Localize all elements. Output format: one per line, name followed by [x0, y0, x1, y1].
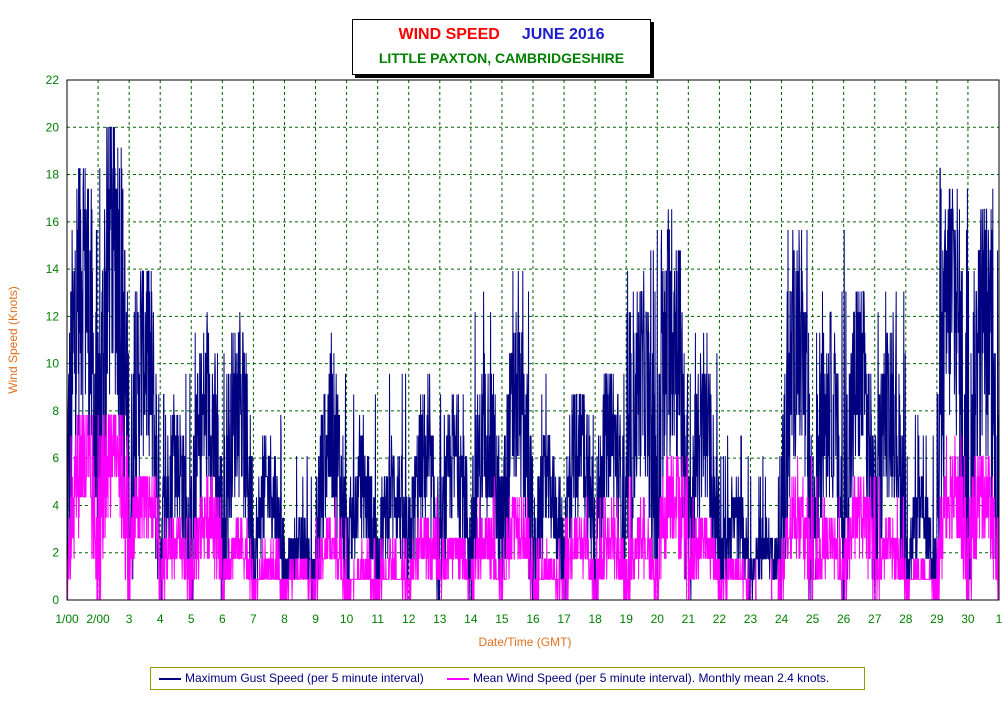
x-tick-label: 27	[868, 612, 882, 626]
x-tick-label: 28	[899, 612, 913, 626]
x-tick-label: 29	[930, 612, 944, 626]
legend: Maximum Gust Speed (per 5 minute interva…	[150, 667, 865, 690]
title-wind-speed: WIND SPEED	[398, 26, 500, 43]
y-tick-label: 8	[52, 404, 59, 418]
x-tick-label: 19	[620, 612, 634, 626]
title-month: JUNE 2016	[521, 26, 605, 43]
x-tick-label: 3	[126, 612, 133, 626]
x-tick-label: 1	[996, 612, 1003, 626]
x-tick-label: 26	[837, 612, 851, 626]
y-axis-label: Wind Speed (Knots)	[6, 286, 20, 394]
legend-gust-swatch	[159, 678, 181, 680]
x-tick-label: 14	[464, 612, 478, 626]
legend-mean-swatch	[447, 678, 469, 680]
x-tick-label: 20	[651, 612, 665, 626]
x-tick-label: 4	[157, 612, 164, 626]
x-tick-label: 6	[219, 612, 226, 626]
x-tick-label: 15	[495, 612, 509, 626]
x-tick-label: 13	[433, 612, 447, 626]
y-tick-label: 22	[46, 73, 60, 87]
x-tick-label: 16	[526, 612, 540, 626]
x-tick-label: 1/00	[55, 612, 79, 626]
x-tick-label: 25	[806, 612, 820, 626]
y-tick-label: 12	[46, 309, 60, 323]
x-tick-label: 23	[744, 612, 758, 626]
y-tick-label: 10	[46, 357, 60, 371]
x-tick-label: 7	[250, 612, 257, 626]
series-mean-wind-line	[66, 414, 1000, 601]
chart-title: WIND SPEED JUNE 2016	[353, 26, 650, 44]
y-tick-label: 6	[52, 451, 59, 465]
x-tick-label: 2/00	[86, 612, 110, 626]
chart-subtitle: LITTLE PAXTON, CAMBRIDGESHIRE	[378, 50, 625, 66]
chart-title-box: WIND SPEED JUNE 2016 LITTLE PAXTON, CAMBR…	[352, 19, 651, 75]
x-tick-label: 8	[281, 612, 288, 626]
x-tick-label: 9	[312, 612, 319, 626]
x-tick-label: 24	[775, 612, 789, 626]
x-tick-label: 17	[557, 612, 571, 626]
x-tick-label: 30	[961, 612, 975, 626]
x-tick-label: 21	[682, 612, 696, 626]
x-tick-label: 10	[340, 612, 354, 626]
y-tick-label: 0	[52, 593, 59, 607]
x-tick-label: 22	[713, 612, 727, 626]
x-tick-label: 12	[402, 612, 416, 626]
plot-border	[66, 79, 1000, 601]
y-tick-label: 4	[52, 498, 59, 512]
y-tick-label: 18	[46, 168, 60, 182]
y-tick-label: 2	[52, 546, 59, 560]
y-tick-label: 20	[46, 120, 60, 134]
y-tick-label: 14	[46, 262, 60, 276]
x-tick-label: 18	[588, 612, 602, 626]
legend-gust-label: Maximum Gust Speed (per 5 minute interva…	[185, 671, 424, 685]
x-tick-label: 11	[371, 612, 384, 626]
legend-mean-label: Mean Wind Speed (per 5 minute interval).…	[473, 671, 830, 685]
x-tick-label: 5	[188, 612, 195, 626]
x-axis-label: Date/Time (GMT)	[478, 635, 572, 649]
y-tick-label: 16	[46, 215, 60, 229]
